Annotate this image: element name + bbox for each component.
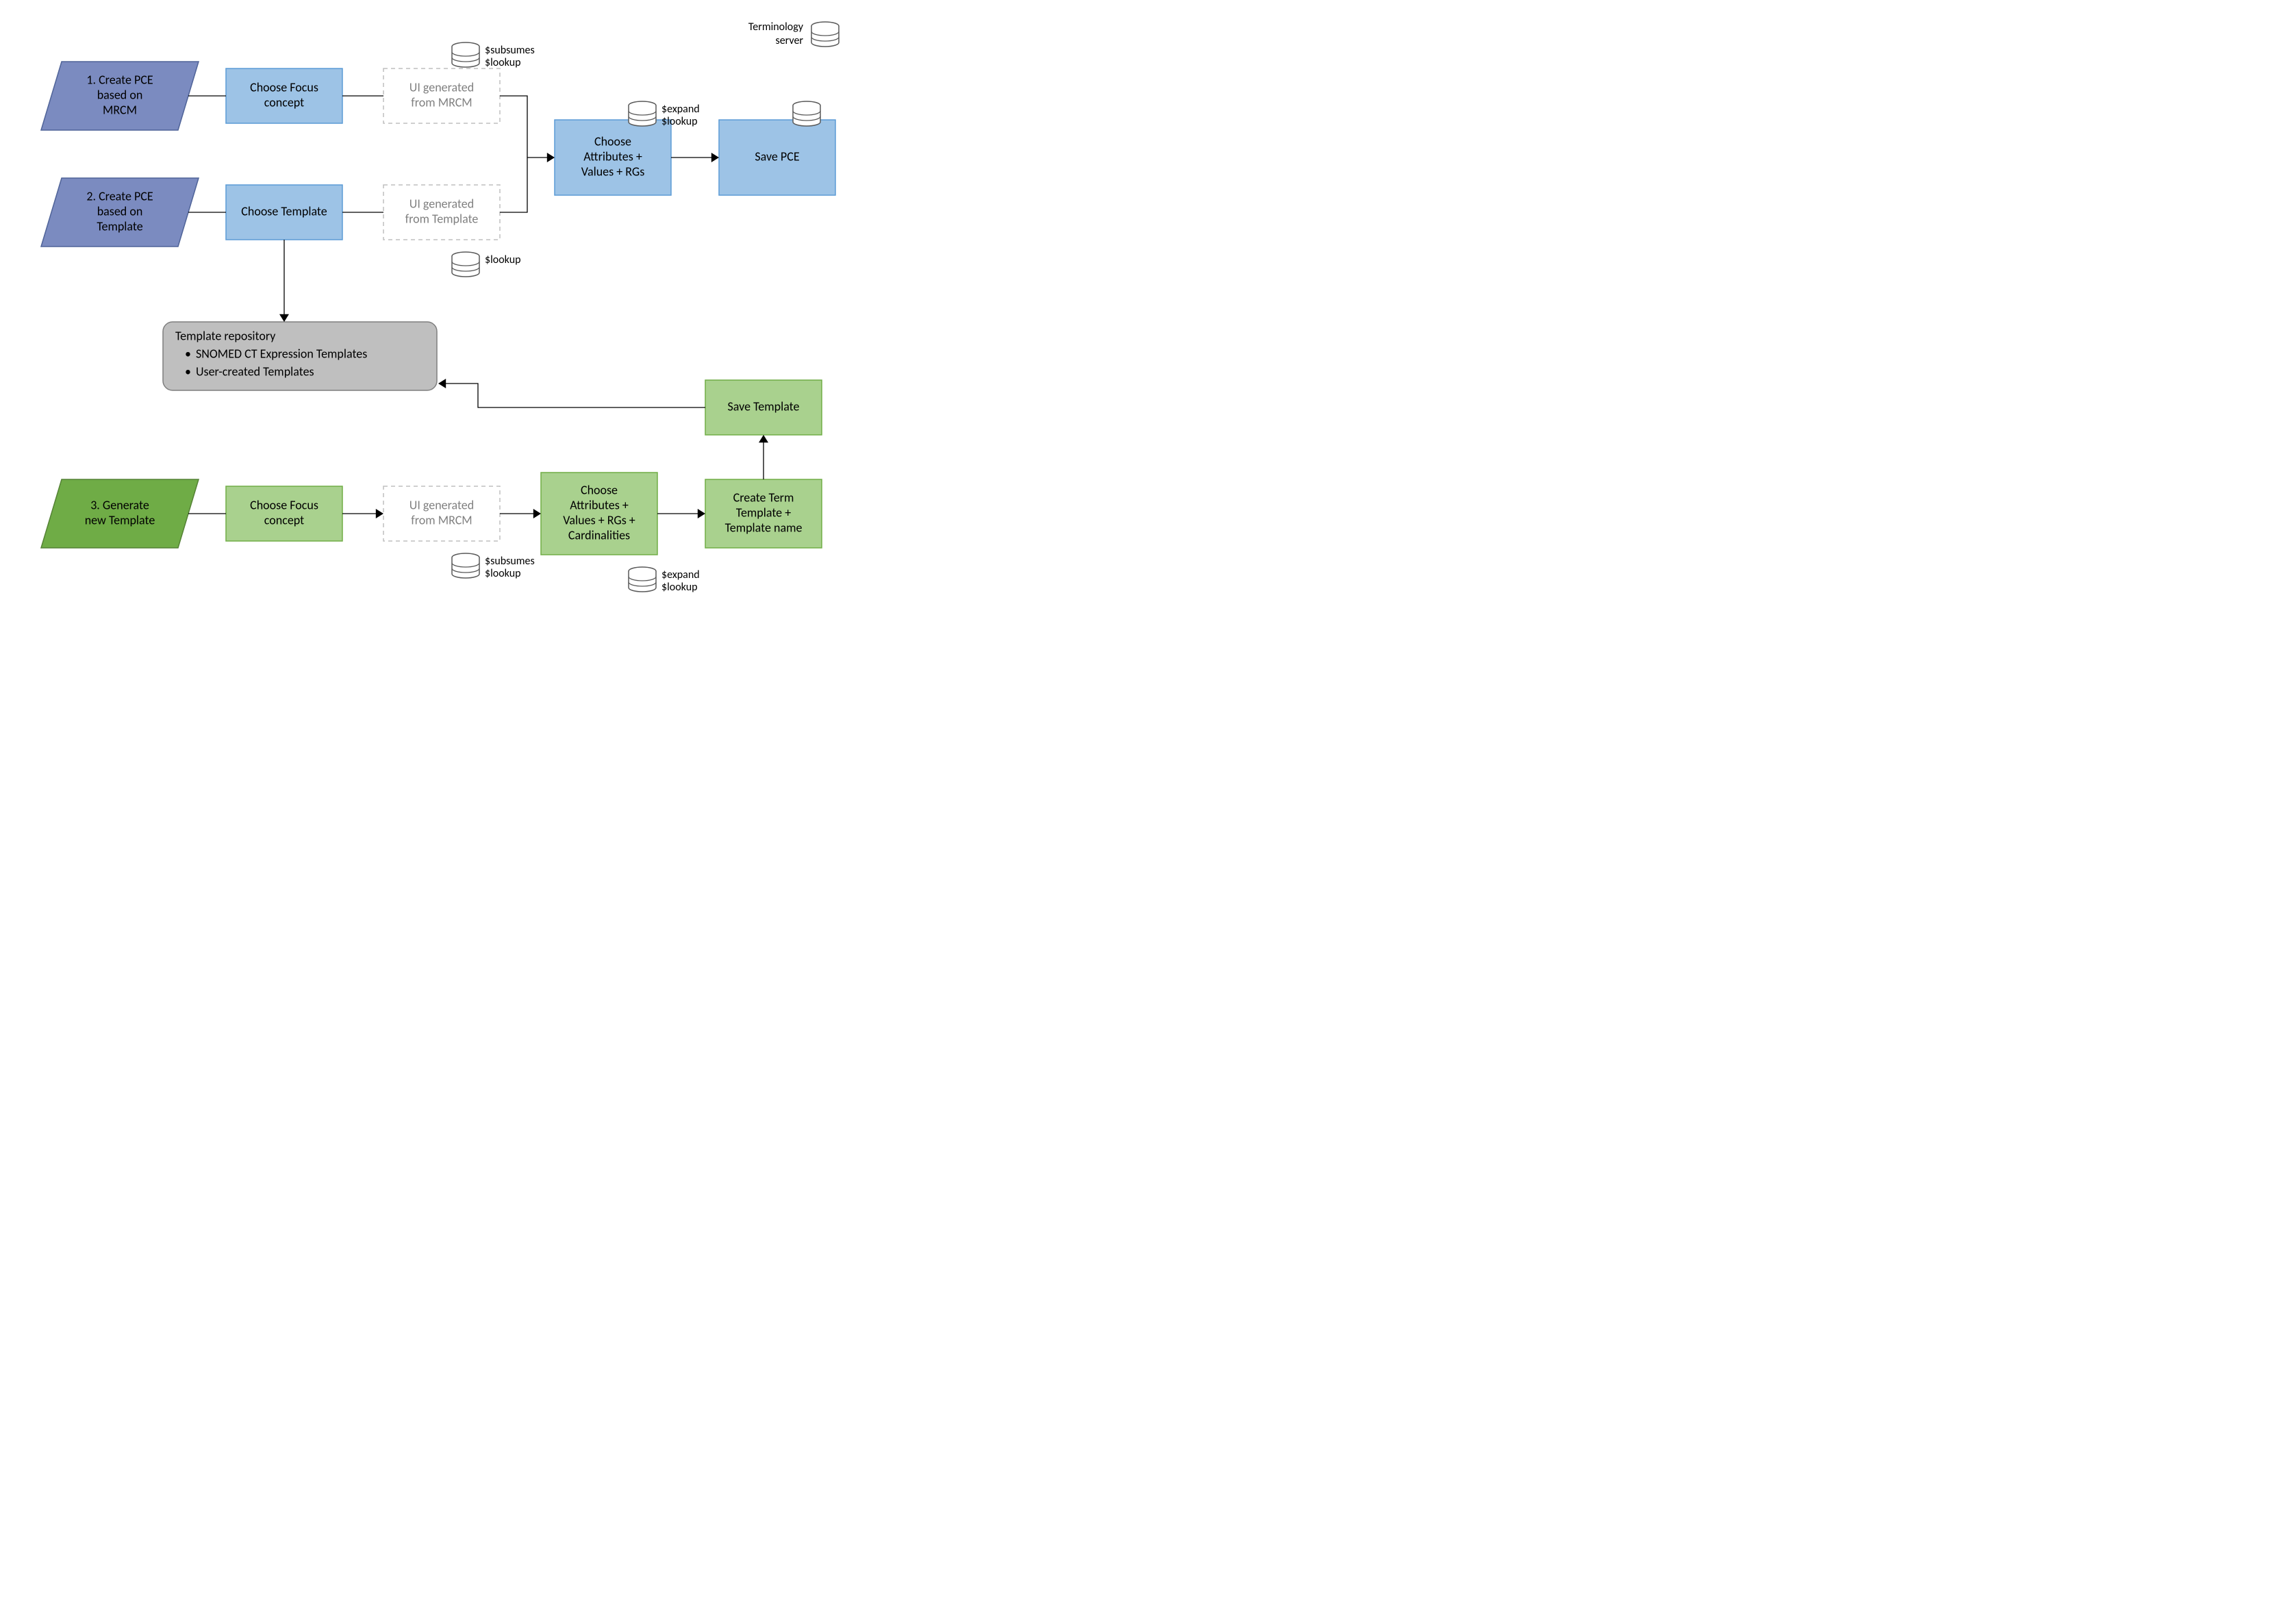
svg-text:MRCM: MRCM: [103, 102, 137, 117]
svg-text:•: •: [185, 364, 191, 379]
svg-text:SNOMED CT Expression Templates: SNOMED CT Expression Templates: [196, 346, 367, 361]
box-choose-attributes: ChooseAttributes +Values + RGs: [555, 120, 671, 195]
para-generate-template: 3. Generatenew Template: [41, 479, 199, 548]
para-create-pce-mrcm: 1. Create PCEbased onMRCM: [41, 62, 199, 130]
svg-text:from MRCM: from MRCM: [411, 95, 472, 110]
db-expand-top: $expand$lookup: [629, 101, 700, 128]
svg-text:User-created Templates: User-created Templates: [196, 364, 314, 379]
box-template-repository: Template repository • SNOMED CT Expression…: [163, 322, 437, 390]
svg-text:•: •: [185, 346, 191, 361]
svg-text:$lookup: $lookup: [485, 253, 521, 266]
db-subsumes-bot: $subsumes$lookup: [452, 553, 535, 580]
svg-text:$lookup: $lookup: [485, 567, 521, 580]
svg-text:Values + RGs +: Values + RGs +: [563, 512, 635, 527]
edge-merge: [500, 96, 555, 212]
svg-text:Template name: Template name: [725, 520, 803, 535]
svg-text:$lookup: $lookup: [661, 115, 698, 128]
svg-text:UI generated: UI generated: [409, 79, 474, 95]
box-green-save: Save Template: [705, 380, 822, 435]
para-create-pce-template: 2. Create PCEbased onTemplate: [41, 178, 199, 247]
db-subsumes-top: $subsumes$lookup: [452, 42, 535, 69]
svg-text:1. Create PCE: 1. Create PCE: [86, 72, 153, 87]
svg-text:new Template: new Template: [85, 512, 155, 527]
svg-text:$lookup: $lookup: [661, 581, 698, 594]
svg-text:$expand: $expand: [661, 103, 700, 116]
edge: [500, 509, 541, 518]
edge: [279, 240, 289, 322]
box-green-term: Create TermTemplate +Template name: [705, 479, 822, 548]
svg-text:Choose: Choose: [581, 482, 618, 497]
edge: [657, 509, 705, 518]
box-green-focus: Choose Focusconcept: [226, 486, 342, 541]
db-terminology-server: Terminologyserver: [748, 21, 839, 47]
svg-text:server: server: [775, 34, 803, 47]
db-expand-top-icon: [629, 101, 656, 126]
svg-text:based on: based on: [97, 87, 143, 102]
db-expand-bot: $expand$lookup: [629, 567, 700, 594]
box-save-pce: Save PCE: [719, 120, 835, 195]
edge: [671, 153, 719, 162]
box-choose-template: Choose Template: [226, 185, 342, 240]
svg-text:Template: Template: [97, 218, 142, 234]
svg-text:Values + RGs: Values + RGs: [581, 164, 645, 179]
svg-text:3. Generate: 3. Generate: [90, 497, 149, 512]
svg-text:$subsumes: $subsumes: [485, 555, 535, 568]
box-ui-template: UI generatedfrom Template: [383, 185, 500, 240]
svg-text:from MRCM: from MRCM: [411, 512, 472, 527]
edge: [759, 435, 768, 479]
db-subsumes-bot-icon: [452, 553, 479, 578]
svg-text:UI generated: UI generated: [409, 196, 474, 211]
box-ui-mrcm: UI generatedfrom MRCM: [383, 68, 500, 123]
svg-text:Template repository: Template repository: [175, 328, 276, 343]
db-lookup-mid-icon: [452, 252, 479, 277]
svg-text:$subsumes: $subsumes: [485, 44, 535, 57]
svg-text:based on: based on: [97, 203, 143, 218]
svg-text:from Template: from Template: [405, 211, 479, 226]
svg-text:Choose Focus: Choose Focus: [250, 497, 318, 512]
db-save-pce: [793, 101, 820, 126]
box-choose-focus: Choose Focusconcept: [226, 68, 342, 123]
svg-text:UI generated: UI generated: [409, 497, 474, 512]
svg-text:$lookup: $lookup: [485, 56, 521, 69]
db-terminology-icon: [811, 22, 839, 47]
edge-save-to-repo: [438, 379, 705, 407]
svg-text:concept: concept: [264, 95, 304, 110]
svg-text:Choose Focus: Choose Focus: [250, 79, 318, 95]
svg-text:Template +: Template +: [736, 505, 791, 520]
edge: [342, 509, 383, 518]
db-subsumes-top-icon: [452, 42, 479, 67]
box-green-attributes: ChooseAttributes +Values + RGs +Cardinal…: [541, 473, 657, 555]
db-expand-bot-icon: [629, 567, 656, 592]
box-green-ui-mrcm: UI generatedfrom MRCM: [383, 486, 500, 541]
svg-text:Attributes +: Attributes +: [583, 149, 642, 164]
svg-text:Terminology: Terminology: [748, 21, 804, 34]
svg-text:Save Template: Save Template: [728, 399, 800, 414]
svg-text:concept: concept: [264, 512, 304, 527]
db-lookup-mid: $lookup: [452, 252, 521, 277]
svg-text:Choose Template: Choose Template: [241, 203, 327, 218]
svg-text:Save PCE: Save PCE: [755, 149, 799, 164]
svg-text:Attributes +: Attributes +: [570, 497, 629, 512]
svg-text:2. Create PCE: 2. Create PCE: [86, 188, 153, 203]
svg-text:$expand: $expand: [661, 568, 700, 581]
svg-text:Create Term: Create Term: [733, 490, 794, 505]
svg-text:Choose: Choose: [594, 134, 631, 149]
svg-text:Cardinalities: Cardinalities: [568, 527, 630, 542]
